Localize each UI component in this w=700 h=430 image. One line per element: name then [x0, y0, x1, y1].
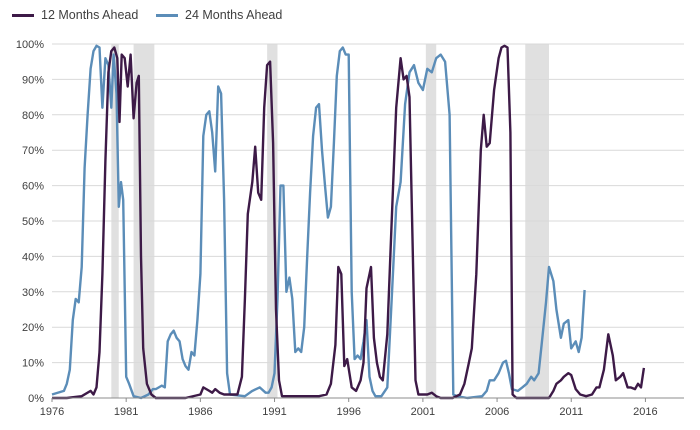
gridlines: [52, 43, 684, 364]
x-tick-label: 2011: [559, 406, 583, 418]
y-tick-label: 70%: [22, 145, 44, 157]
axes: [51, 397, 684, 402]
y-tick-label: 10%: [22, 358, 44, 370]
y-tick-label: 100%: [16, 39, 44, 51]
legend-swatch-12-months: [12, 13, 34, 17]
legend-label-12-months: 12 Months Ahead: [41, 8, 139, 22]
x-tick-label: 1981: [114, 406, 138, 418]
x-tick-label: 1996: [336, 406, 360, 418]
x-tick-label: 1976: [40, 406, 64, 418]
y-tick-label: 50%: [22, 216, 44, 228]
legend-swatch-24-months: [156, 13, 178, 17]
y-tick-label: 20%: [22, 322, 44, 334]
x-tick-labels: 1976 1981 1986 1991 1996 2001 2006 2011 2016: [40, 406, 658, 418]
y-tick-labels: 0% 10% 20% 30% 40% 50% 60% 70% 80% 90% 100%: [16, 39, 44, 405]
legend-item-24-months: 24 Months Ahead: [156, 8, 282, 22]
series-lines: [51, 44, 646, 400]
series-line-12-months-ahead: [52, 44, 646, 400]
y-tick-label: 30%: [22, 287, 44, 299]
y-tick-label: 90%: [22, 74, 44, 86]
legend: 12 Months Ahead 24 Months Ahead: [0, 8, 700, 26]
y-tick-label: 80%: [22, 110, 44, 122]
y-tick-label: 40%: [22, 251, 44, 263]
y-tick-label: 60%: [22, 181, 44, 193]
series-line-24-months-ahead: [51, 44, 586, 400]
legend-label-24-months: 24 Months Ahead: [185, 8, 283, 22]
legend-item-12-months: 12 Months Ahead: [12, 8, 138, 22]
x-tick-label: 1991: [262, 406, 286, 418]
x-tick-label: 2006: [485, 406, 509, 418]
x-tick-label: 2016: [633, 406, 657, 418]
y-tick-label: 0%: [28, 393, 44, 405]
x-tick-label: 1986: [188, 406, 212, 418]
x-tick-label: 2001: [411, 406, 435, 418]
